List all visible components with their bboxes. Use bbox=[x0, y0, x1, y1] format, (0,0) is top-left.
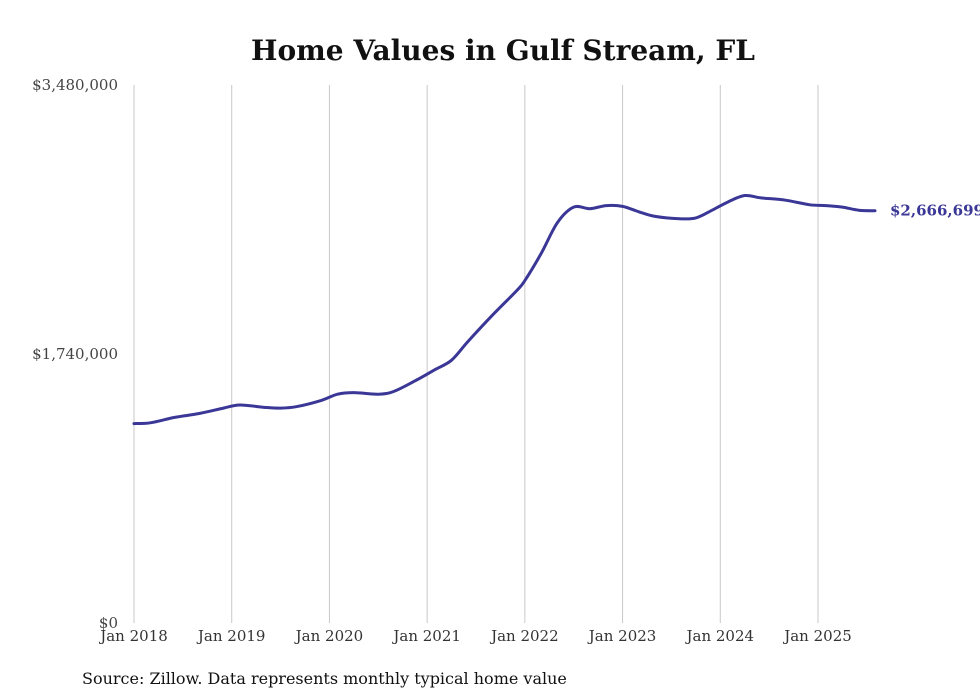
y-tick-label: $1,740,000 bbox=[32, 345, 118, 363]
source-note: Source: Zillow. Data represents monthly … bbox=[82, 669, 567, 688]
gridlines bbox=[133, 85, 819, 623]
x-tick-label: Jan 2025 bbox=[782, 627, 852, 645]
x-tick-label: Jan 2020 bbox=[294, 627, 364, 645]
x-tick-label: Jan 2022 bbox=[489, 627, 559, 645]
x-tick-label: Jan 2024 bbox=[685, 627, 755, 645]
y-tick-label: $3,480,000 bbox=[32, 76, 118, 94]
x-tick-label: Jan 2018 bbox=[98, 627, 168, 645]
y-tick-label: $0 bbox=[99, 614, 118, 632]
x-tick-label: Jan 2021 bbox=[391, 627, 461, 645]
x-tick-label: Jan 2023 bbox=[587, 627, 657, 645]
chart-title: Home Values in Gulf Stream, FL bbox=[251, 34, 755, 67]
x-axis-ticks: Jan 2018 Jan 2019 Jan 2020 Jan 2021 Jan 2022… bbox=[98, 627, 852, 645]
y-axis-ticks: $0 $1,740,000 $3,480,000 bbox=[32, 76, 118, 632]
x-tick-label: Jan 2019 bbox=[196, 627, 266, 645]
series-line bbox=[132, 193, 877, 426]
end-value-label: $2,666,699 bbox=[890, 202, 980, 220]
